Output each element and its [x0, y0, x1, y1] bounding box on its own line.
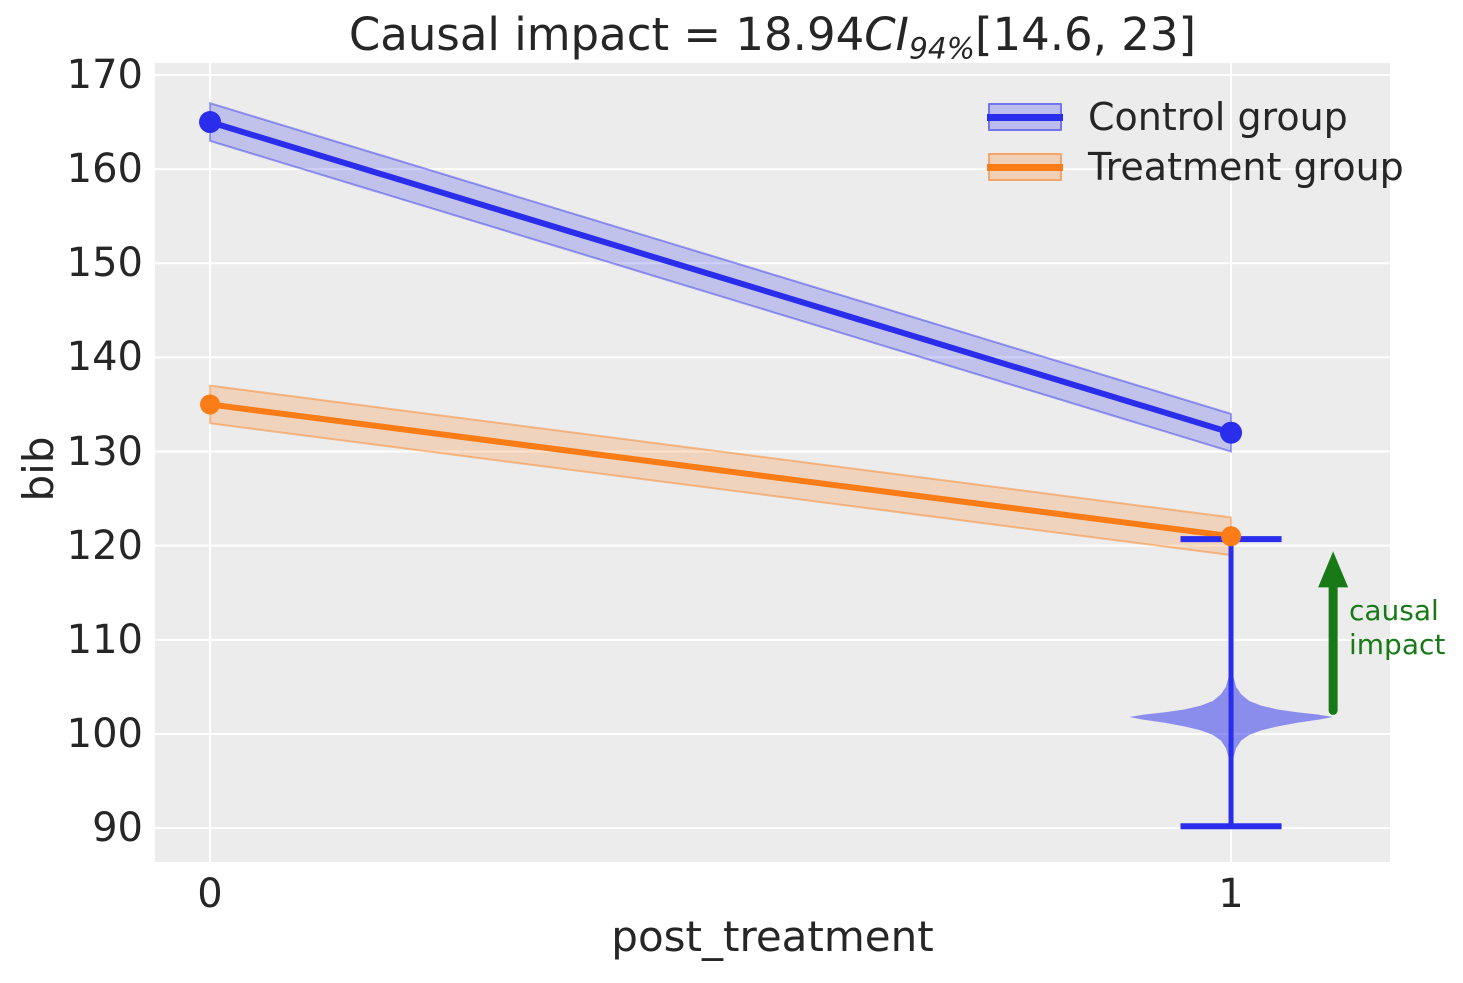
causal-impact-arrow-head — [1318, 551, 1349, 588]
legend-label-treatment-group: Treatment group — [1088, 145, 1404, 189]
legend-label-control-group: Control group — [1088, 95, 1348, 139]
treatment-point-1 — [1221, 526, 1242, 547]
y-tick-label-170: 170 — [66, 51, 143, 98]
treatment-point-0 — [200, 394, 221, 415]
annotation-line-1: causal — [1349, 594, 1439, 627]
control-group-band-swatch — [987, 103, 1063, 131]
control-group-line-swatch — [987, 113, 1063, 121]
y-tick-label-160: 160 — [66, 146, 143, 193]
control-group-line — [209, 119, 1232, 436]
title-ci-symbol: CI — [864, 8, 909, 61]
treatment-group-line — [209, 401, 1232, 540]
y-tick-label-130: 130 — [66, 428, 143, 475]
legend-item-control-group: Control group — [987, 95, 1348, 139]
y-tick-label-140: 140 — [66, 334, 143, 381]
causal-impact-annotation: causal impact — [1349, 594, 1445, 662]
y-tick-label-110: 110 — [66, 616, 143, 663]
title-text: Causal impact = 18.94 — [348, 8, 865, 61]
title-ci-interval: [14.6, 23] — [974, 8, 1197, 61]
x-tick-label-0: 0 — [197, 871, 223, 917]
y-tick-label-100: 100 — [66, 710, 143, 757]
title-ci-subscript: 94% — [908, 31, 975, 67]
plot-background — [155, 63, 1390, 862]
treatment-group-band-swatch — [987, 153, 1063, 181]
treatment-group-line-swatch — [987, 163, 1063, 171]
y-tick-label-120: 120 — [66, 522, 143, 569]
y-tick-label-90: 90 — [92, 805, 143, 852]
x-axis-label: post_treatment — [611, 912, 934, 961]
legend-item-treatment-group: Treatment group — [987, 145, 1404, 189]
y-tick-label-150: 150 — [66, 240, 143, 287]
chart-title: Causal impact = 18.94CI94%[14.6, 23] — [155, 8, 1390, 66]
annotation-line-2: impact — [1349, 628, 1446, 661]
control-point-1 — [1220, 421, 1243, 444]
control-point-0 — [199, 111, 222, 134]
x-tick-label-1: 1 — [1218, 871, 1244, 917]
